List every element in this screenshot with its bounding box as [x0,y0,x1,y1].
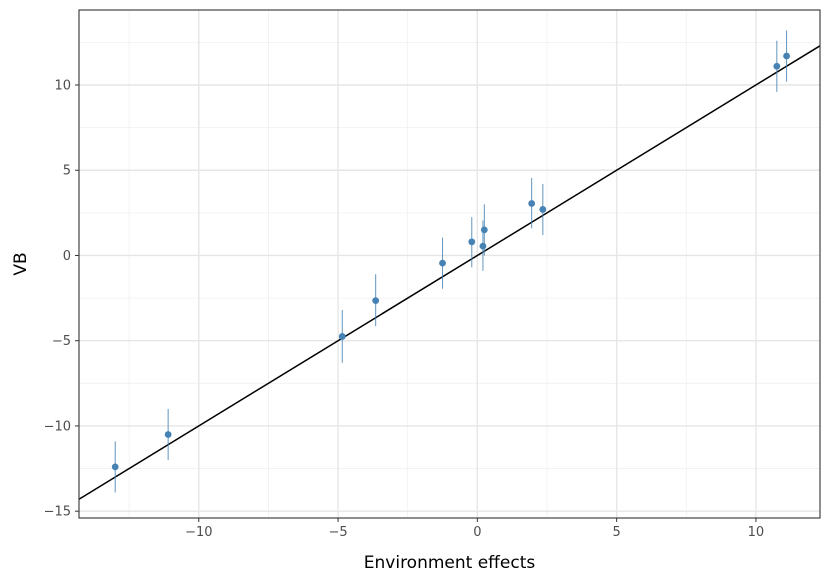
y-tick-label: 0 [63,249,71,264]
minor-gridlines [79,10,820,518]
data-point [164,431,172,438]
panel-border [78,9,821,519]
data-point [539,206,547,213]
x-axis-title: Environment effects [364,553,536,573]
reference-line [78,45,821,500]
x-tick-label: −10 [185,525,212,540]
y-tick-label: −5 [52,334,71,349]
x-axis-ticks: −10 −5 0 5 10 [185,518,764,540]
data-point [468,238,476,246]
y-tick-label: −10 [44,419,71,434]
data-point [111,463,119,471]
error-bars [114,30,788,493]
x-tick-label: 10 [748,525,765,540]
y-tick-label: 10 [54,79,71,94]
data-point [479,242,487,250]
data-point [439,259,446,267]
data-point [338,333,346,340]
y-tick-label: 5 [63,164,71,179]
data-points [111,52,790,471]
data-point [480,226,488,234]
data-point [528,200,536,207]
y-tick-label: −15 [44,505,71,520]
data-point [372,297,380,305]
y-axis-title: VB [11,252,31,275]
major-gridlines [79,10,820,518]
x-tick-label: 0 [473,525,481,540]
data-point [783,52,790,60]
x-tick-label: 5 [613,525,621,540]
y-axis-ticks: −15 −10 −5 0 5 10 [44,79,79,520]
data-point [773,62,781,70]
x-tick-label: −5 [328,525,347,540]
